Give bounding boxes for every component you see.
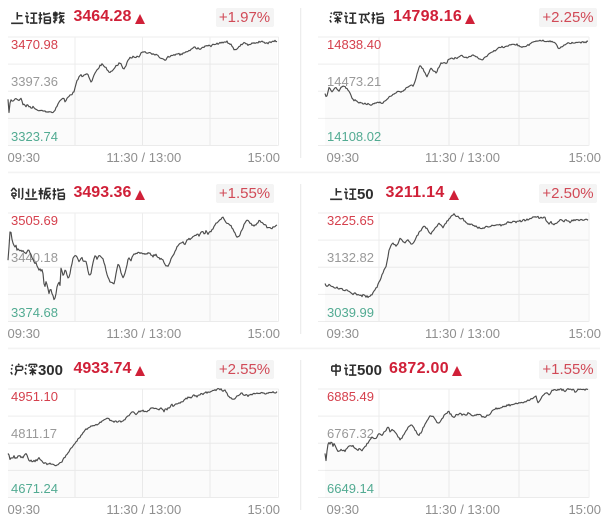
svg-text:5: 5 (357, 186, 365, 203)
svg-text:0: 0 (365, 362, 373, 379)
svg-text:5: 5 (357, 362, 365, 379)
svg-text:0: 0 (46, 362, 54, 379)
svg-text:0: 0 (54, 362, 62, 379)
svg-text:3: 3 (38, 362, 46, 379)
svg-text:0: 0 (365, 186, 373, 203)
svg-text:0: 0 (373, 362, 381, 379)
